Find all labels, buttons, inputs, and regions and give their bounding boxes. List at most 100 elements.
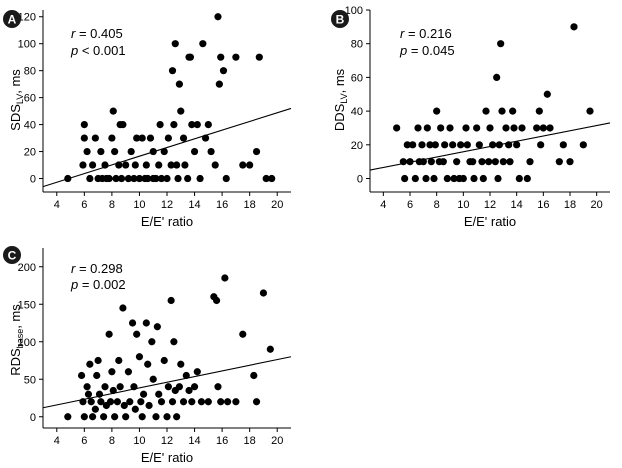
data-point — [197, 398, 206, 406]
x-tick-label: 8 — [109, 199, 115, 211]
data-point — [219, 67, 228, 75]
data-point — [120, 401, 128, 410]
y-axis-label: SDSLV, ms — [8, 69, 25, 131]
data-point — [437, 124, 445, 132]
data-point — [83, 147, 91, 156]
data-point — [214, 383, 222, 391]
data-point — [489, 141, 497, 149]
data-point — [441, 141, 449, 149]
x-tick-label: 4 — [54, 435, 60, 447]
x-tick-label: 8 — [109, 435, 115, 447]
data-point — [422, 174, 430, 183]
data-point — [131, 405, 139, 413]
data-point — [106, 398, 115, 406]
data-point — [535, 107, 543, 115]
data-point — [124, 174, 133, 183]
data-point — [79, 398, 87, 406]
data-point — [160, 147, 168, 156]
data-point — [555, 158, 563, 166]
data-point — [155, 390, 163, 398]
data-point — [586, 107, 594, 115]
data-point — [491, 158, 499, 166]
panel-badge-label: A — [8, 13, 17, 27]
data-point — [579, 141, 587, 149]
data-point — [470, 174, 478, 183]
data-point — [164, 134, 172, 142]
data-point — [204, 120, 212, 129]
data-point — [167, 161, 175, 169]
y-tick-label: 40 — [24, 120, 36, 132]
data-point — [171, 40, 179, 48]
data-point — [168, 67, 177, 75]
x-tick-label: 6 — [81, 435, 87, 447]
data-point — [232, 398, 240, 406]
data-point — [105, 330, 113, 338]
data-point — [485, 158, 493, 166]
data-point — [148, 338, 156, 346]
data-point — [113, 398, 121, 406]
data-point — [117, 174, 126, 183]
data-point — [537, 141, 545, 149]
data-point — [91, 134, 99, 142]
data-point — [399, 158, 407, 166]
data-point — [87, 398, 95, 406]
data-point — [214, 13, 222, 21]
data-point — [411, 174, 419, 183]
y-tick-label: 50 — [24, 374, 36, 386]
data-point — [430, 174, 438, 183]
data-point — [188, 398, 196, 406]
data-point — [149, 375, 157, 383]
data-point — [204, 398, 212, 406]
data-point — [443, 174, 451, 183]
x-tick-label: 12 — [484, 199, 496, 211]
data-point — [122, 161, 130, 169]
y-tick-label: 0 — [357, 174, 363, 186]
data-point — [259, 289, 268, 297]
data-point — [493, 73, 501, 82]
data-point — [505, 141, 513, 149]
data-point — [186, 53, 195, 61]
data-point — [495, 141, 503, 149]
data-point — [475, 141, 483, 149]
data-point — [497, 40, 505, 48]
data-point — [393, 124, 401, 132]
x-tick-label: 20 — [271, 435, 283, 447]
data-point — [449, 141, 457, 149]
data-point — [515, 174, 523, 183]
data-point — [201, 134, 210, 142]
data-point — [89, 413, 97, 421]
data-point — [119, 120, 127, 129]
data-point — [211, 161, 219, 169]
y-tick-label: 40 — [351, 106, 363, 118]
data-point — [153, 323, 161, 331]
data-point — [173, 413, 181, 421]
data-point — [137, 398, 145, 406]
y-tick-label: 0 — [30, 174, 36, 186]
data-point — [426, 141, 434, 149]
data-point — [80, 413, 88, 421]
data-point — [135, 174, 144, 183]
data-point — [414, 124, 422, 132]
data-point — [124, 368, 133, 376]
x-axis-label: E/E' ratio — [141, 214, 193, 229]
data-point — [478, 158, 486, 166]
x-tick-label: 20 — [271, 199, 283, 211]
data-point — [239, 330, 247, 338]
data-point — [174, 174, 182, 183]
data-point — [486, 124, 494, 132]
data-point — [401, 174, 409, 183]
data-point — [97, 147, 105, 156]
data-point — [181, 161, 189, 169]
data-point — [406, 158, 414, 166]
x-tick-label: 6 — [407, 199, 413, 211]
stat-p: p < 0.001 — [70, 43, 126, 58]
data-point — [84, 390, 93, 398]
data-point — [109, 107, 117, 115]
data-point — [182, 371, 190, 380]
data-point — [526, 158, 534, 166]
data-point — [409, 141, 417, 149]
data-point — [135, 353, 144, 361]
data-point — [224, 398, 232, 406]
data-point — [190, 147, 199, 156]
y-tick-label: 20 — [351, 140, 363, 152]
